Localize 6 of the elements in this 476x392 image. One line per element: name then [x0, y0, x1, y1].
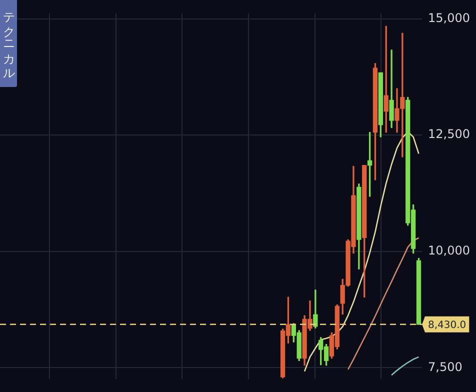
y-tick-label: 12,500 — [428, 127, 470, 142]
text: テクニカル — [0, 0, 17, 87]
y-tick-label: 10,000 — [428, 243, 470, 258]
y-tick-label: 15,000 — [428, 10, 470, 25]
ref-line-label: 8,430.0 — [428, 320, 466, 331]
y-tick-label: 7,500 — [428, 360, 462, 374]
